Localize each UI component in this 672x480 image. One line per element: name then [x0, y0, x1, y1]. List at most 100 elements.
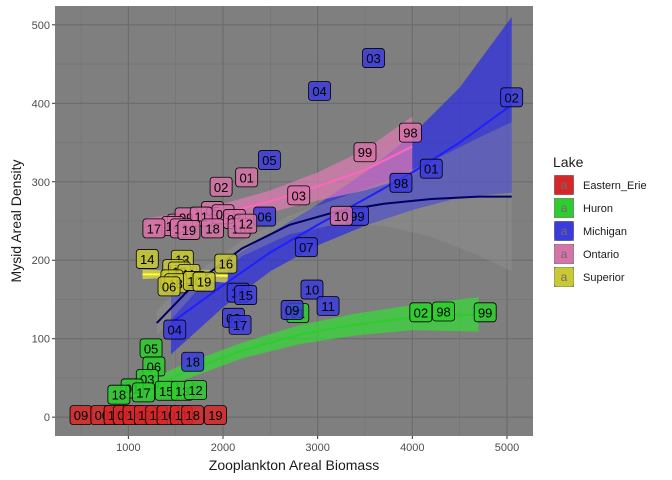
label-box — [204, 405, 227, 425]
label-text: 18 — [205, 221, 219, 236]
label-text: 09 — [74, 408, 88, 423]
label-box — [329, 205, 353, 226]
point-label-michigan: 04 — [308, 81, 331, 101]
label-box — [473, 302, 497, 323]
x-tick-label: 5000 — [495, 442, 519, 454]
axes: 1000 2000 3000 4000 5000 0 100 200 300 400 500 — [32, 20, 520, 454]
legend-key-swatch — [554, 267, 574, 287]
point-label-huron: 02 — [409, 302, 433, 323]
label-box — [157, 276, 181, 297]
label-text: 19 — [208, 408, 222, 423]
label-text: 99 — [358, 145, 372, 160]
legend-key-glyph: a — [561, 270, 568, 284]
label-box — [132, 382, 155, 403]
legend-label: Superior — [583, 272, 625, 284]
label-box — [432, 301, 455, 322]
label-text: 03 — [366, 51, 380, 66]
point-label-michigan: 07 — [294, 237, 318, 258]
point-label-ontario: 01 — [235, 167, 259, 188]
label-box — [399, 122, 422, 143]
point-label-michigan: 06 — [253, 206, 277, 227]
label-text: 12 — [238, 217, 252, 232]
label-text: 10 — [305, 283, 319, 298]
label-text: 03 — [291, 188, 305, 203]
label-text: 98 — [403, 126, 417, 141]
label-text: 01 — [239, 170, 253, 185]
label-text: 14 — [140, 252, 154, 267]
label-box — [177, 220, 201, 240]
x-tick-label: 2000 — [211, 442, 235, 454]
label-text: 02 — [414, 305, 428, 320]
label-box — [409, 302, 433, 323]
legend-label: Eastern_Erie — [583, 180, 647, 192]
point-label-michigan: 17 — [228, 314, 252, 335]
legend-label: Michigan — [583, 226, 627, 238]
point-labels: 0900160814171210111819050603011817151312… — [69, 48, 524, 425]
point-label-michigan: 10 — [300, 279, 324, 300]
point-label-ontario: 03 — [287, 185, 311, 206]
y-axis-title: Mysid Areal Density — [8, 160, 24, 283]
x-tick-label: 3000 — [305, 442, 329, 454]
legend-key-swatch — [554, 175, 574, 195]
label-text: 01 — [424, 162, 438, 177]
label-box — [209, 176, 233, 197]
point-label-eastern_erie: 19 — [204, 405, 227, 425]
label-text: 99 — [478, 305, 492, 320]
label-box — [163, 319, 187, 340]
legend-key-swatch — [554, 198, 574, 218]
label-box — [234, 285, 258, 305]
point-label-ontario: 18 — [201, 218, 224, 239]
point-label-eastern_erie: 18 — [181, 405, 205, 425]
point-label-ontario: 02 — [209, 176, 233, 197]
legend-key-swatch — [554, 221, 574, 241]
label-box — [419, 158, 443, 179]
point-label-michigan: 09 — [280, 300, 304, 320]
label-text: 98 — [436, 305, 450, 320]
legend-key-glyph: a — [561, 247, 568, 261]
label-text: 19 — [182, 223, 196, 238]
point-label-eastern_erie: 09 — [69, 405, 93, 425]
legend-label: Huron — [583, 203, 613, 215]
label-box — [135, 249, 159, 269]
label-text: 11 — [321, 299, 335, 314]
label-box — [201, 218, 224, 239]
label-box — [316, 296, 340, 316]
point-label-superior: 06 — [157, 276, 181, 297]
label-box — [257, 150, 281, 170]
label-text: 04 — [168, 323, 182, 338]
point-label-michigan: 02 — [500, 87, 524, 108]
y-tick-label: 500 — [32, 20, 50, 32]
legend-key-eastern_erie: a — [554, 175, 574, 195]
label-box — [181, 351, 205, 372]
label-box — [389, 172, 413, 193]
label-text: 18 — [185, 408, 199, 423]
ci-ribbon-huron — [147, 297, 479, 400]
point-label-michigan: 15 — [234, 285, 258, 305]
label-text: 05 — [262, 153, 276, 168]
point-label-michigan: 11 — [316, 296, 340, 316]
legend-key-glyph: a — [561, 224, 568, 238]
label-text: 07 — [299, 240, 313, 255]
label-box — [107, 384, 131, 405]
legend-key-glyph: a — [561, 201, 568, 215]
point-label-huron: 99 — [473, 302, 497, 323]
point-label-ontario: 17 — [142, 218, 166, 239]
label-box — [353, 142, 377, 163]
x-tick-label: 4000 — [400, 442, 424, 454]
label-box — [181, 405, 205, 425]
ci-ribbon-michigan — [170, 16, 512, 355]
legend-key-ontario: a — [554, 244, 574, 264]
label-box — [228, 314, 252, 335]
label-text: 09 — [285, 303, 299, 318]
label-box — [192, 271, 216, 292]
point-label-ontario: 98 — [399, 122, 422, 143]
label-box — [142, 218, 166, 239]
label-text: 06 — [257, 210, 271, 225]
point-label-huron: 17 — [132, 382, 155, 403]
label-box — [214, 253, 238, 274]
label-box — [500, 87, 524, 108]
label-text: 15 — [159, 384, 173, 399]
label-box — [294, 237, 318, 258]
point-label-michigan: 98 — [389, 172, 413, 193]
